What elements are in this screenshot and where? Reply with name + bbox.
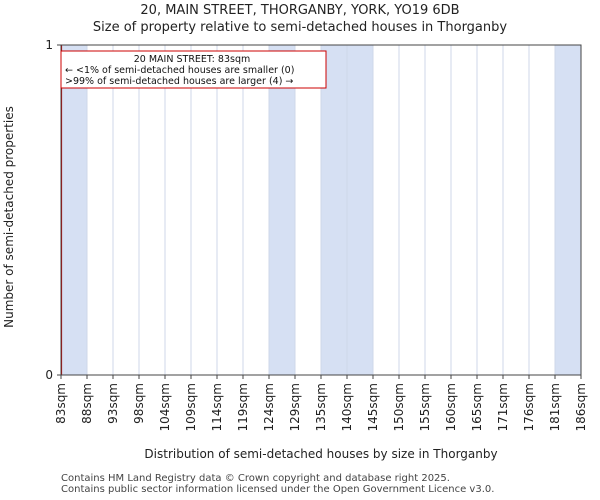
- annotation-smaller: ← <1% of semi-detached houses are smalle…: [65, 65, 294, 76]
- y-axis-label: Number of semi-detached properties: [2, 106, 16, 328]
- footer-copyright: Contains HM Land Registry data © Crown c…: [61, 473, 450, 484]
- x-tick-label: 140sqm: [340, 383, 354, 431]
- x-tick-label: 88sqm: [80, 383, 94, 424]
- bar-83sqm: [60, 44, 88, 376]
- chart-subtitle: Size of property relative to semi-detach…: [92, 20, 508, 35]
- x-tick-label: 119sqm: [236, 383, 250, 431]
- chart-title: 20, MAIN STREET, THORGANBY, YORK, YO19 6…: [140, 3, 460, 18]
- bar-124sqm: [268, 44, 296, 376]
- x-tick-label: 145sqm: [366, 383, 380, 431]
- bars: [60, 44, 582, 376]
- x-tick-label: 129sqm: [288, 383, 302, 431]
- y-tick-label: 1: [45, 38, 53, 52]
- x-tick-label: 124sqm: [262, 383, 276, 431]
- x-tick-label: 186sqm: [574, 383, 588, 431]
- annotation-box: 20 MAIN STREET: 83sqm ← <1% of semi-deta…: [60, 50, 327, 89]
- x-tick-label: 135sqm: [314, 383, 328, 431]
- bar-140sqm: [346, 44, 374, 376]
- x-tick-label: 165sqm: [470, 383, 484, 431]
- x-tick-label: 181sqm: [548, 383, 562, 431]
- x-tick-label: 83sqm: [54, 383, 68, 424]
- x-tick-label: 155sqm: [418, 383, 432, 431]
- x-tick-label: 171sqm: [496, 383, 510, 431]
- annotation-title: 20 MAIN STREET: 83sqm: [134, 54, 250, 65]
- x-tick-label: 98sqm: [132, 383, 146, 424]
- y-tick-label: 0: [45, 368, 53, 382]
- annotation-frame: [60, 50, 327, 89]
- y-ticks: 01: [45, 38, 61, 382]
- x-tick-label: 109sqm: [184, 383, 198, 431]
- x-tick-label: 160sqm: [444, 383, 458, 431]
- bar-135sqm: [320, 44, 348, 376]
- bar-181sqm: [554, 44, 582, 376]
- x-ticks: 83sqm 88sqm 93sqm 98sqm 104sqm 109sqm 114sqm 11…: [54, 375, 588, 431]
- x-tick-label: 93sqm: [106, 383, 120, 424]
- x-tick-label: 176sqm: [522, 383, 536, 431]
- x-tick-label: 104sqm: [158, 383, 172, 431]
- x-axis-label: Distribution of semi-detached houses by …: [144, 447, 497, 461]
- x-tick-label: 114sqm: [210, 383, 224, 431]
- footer-licence: Contains public sector information licen…: [61, 484, 495, 495]
- gridlines: [86, 45, 556, 375]
- annotation-larger: >99% of semi-detached houses are larger …: [65, 76, 293, 87]
- x-tick-label: 150sqm: [392, 383, 406, 431]
